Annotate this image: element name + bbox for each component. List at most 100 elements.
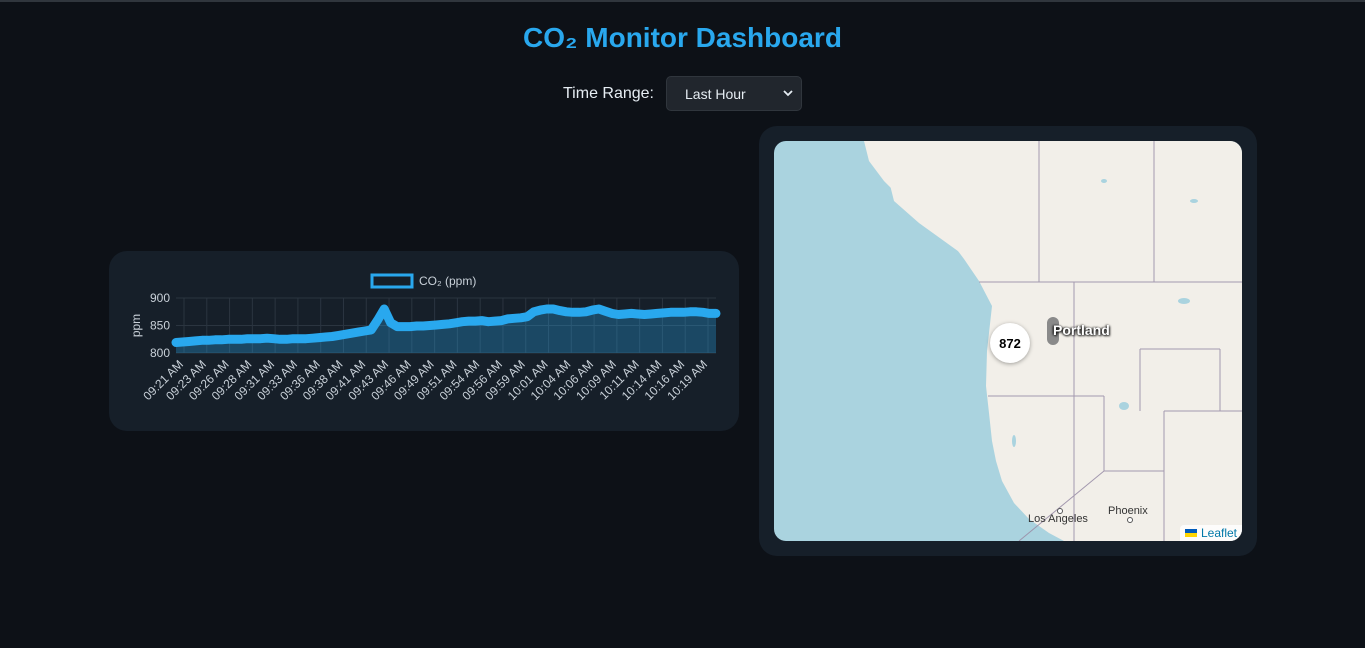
co2-data-point xyxy=(693,308,700,315)
co2-data-point xyxy=(296,335,303,342)
co2-data-point xyxy=(459,318,466,325)
marker-city-label: Portland xyxy=(1053,322,1110,338)
co2-data-point xyxy=(602,308,609,315)
co2-data-point xyxy=(446,320,453,327)
co2-data-point xyxy=(667,309,674,316)
co2-data-point xyxy=(563,308,570,315)
co2-data-point xyxy=(186,338,193,345)
co2-data-point xyxy=(628,310,635,317)
co2-data-point xyxy=(420,323,427,330)
co2-data-point xyxy=(400,323,407,330)
co2-data-point xyxy=(303,335,310,342)
co2-data-point xyxy=(212,336,219,343)
map-view[interactable]: Los Angeles Phoenix 872 Portland Leaflet xyxy=(774,141,1242,541)
co2-data-point xyxy=(647,310,654,317)
co2-data-point xyxy=(589,307,596,314)
co2-data-point xyxy=(615,311,622,318)
y-axis-label: ppm xyxy=(129,314,143,337)
co2-data-point xyxy=(498,317,505,324)
co2-data-point xyxy=(491,318,498,325)
time-range-control: Time Range: Last Hour xyxy=(0,76,1365,111)
co2-data-point xyxy=(634,310,641,317)
co2-data-point xyxy=(407,323,414,330)
co2-data-point xyxy=(374,317,381,323)
co2-data-point xyxy=(348,330,355,337)
los-angeles-dot xyxy=(1057,508,1063,514)
co2-data-point xyxy=(329,333,336,340)
co2-data-point xyxy=(439,321,446,328)
co2-data-point xyxy=(608,310,615,317)
map-card: Los Angeles Phoenix 872 Portland Leaflet xyxy=(759,126,1257,556)
y-tick-label: 900 xyxy=(150,291,170,305)
chevron-down-icon xyxy=(783,90,793,97)
co2-data-point xyxy=(264,335,271,342)
location-pin-icon[interactable] xyxy=(1047,317,1059,345)
co2-data-point xyxy=(413,323,420,330)
time-range-select[interactable]: Last Hour xyxy=(666,76,802,111)
co2-data-point xyxy=(199,337,206,344)
time-range-selected-value: Last Hour xyxy=(685,85,746,102)
co2-data-point xyxy=(537,307,544,314)
legend-swatch xyxy=(370,273,414,289)
co2-data-point xyxy=(569,309,576,316)
co2-data-point xyxy=(543,306,550,312)
y-tick-label: 800 xyxy=(150,346,170,360)
map-city-phoenix: Phoenix xyxy=(1108,505,1148,517)
attribution-link[interactable]: Leaflet xyxy=(1200,526,1237,540)
co2-data-point xyxy=(205,337,212,344)
co2-data-point xyxy=(355,329,362,336)
co2-data-point xyxy=(485,318,492,325)
co2-data-point xyxy=(251,335,258,342)
co2-data-point xyxy=(179,339,186,345)
phoenix-dot xyxy=(1127,517,1133,523)
co2-data-point xyxy=(465,318,472,325)
co2-data-point xyxy=(472,318,479,325)
co2-data-point xyxy=(680,309,687,316)
co2-data-point xyxy=(322,334,329,341)
co2-data-point xyxy=(192,337,199,344)
co2-data-point xyxy=(173,339,179,346)
map-attribution[interactable]: Leaflet xyxy=(1179,525,1242,541)
co2-data-point xyxy=(342,331,349,338)
co2-data-point xyxy=(452,319,459,326)
co2-data-point xyxy=(595,306,602,312)
co2-data-point xyxy=(368,326,375,333)
co2-data-point xyxy=(524,313,531,320)
co2-data-point xyxy=(257,335,264,342)
co2-data-point xyxy=(654,310,661,317)
co2-data-point xyxy=(335,332,342,339)
co2-data-point xyxy=(550,306,557,312)
co2-data-point xyxy=(673,309,680,316)
map-city-los-angeles: Los Angeles xyxy=(1028,513,1088,525)
co2-data-point xyxy=(244,335,251,342)
co2-marker-badge[interactable]: 872 xyxy=(990,323,1030,363)
co2-data-point xyxy=(582,308,589,315)
co2-data-point xyxy=(504,315,511,322)
co2-data-point xyxy=(270,335,277,342)
co2-data-point xyxy=(517,314,524,321)
co2-data-point xyxy=(381,306,388,312)
co2-data-point xyxy=(478,317,485,324)
y-tick-label: 850 xyxy=(150,319,170,333)
co2-data-point xyxy=(290,335,297,342)
co2-data-point xyxy=(426,322,433,329)
co2-data-point xyxy=(316,334,323,341)
co2-data-point xyxy=(556,307,563,314)
co2-chart-card: 800 850 900 09:21 AM 09:23 AM 09:26 AM 09:28 A… xyxy=(109,251,739,431)
co2-data-point xyxy=(706,310,713,317)
co2-data-point xyxy=(576,309,583,316)
co2-data-point xyxy=(686,308,693,315)
co2-data-point xyxy=(530,308,537,315)
co2-data-point xyxy=(621,310,628,317)
co2-data-point xyxy=(511,315,518,322)
ukraine-flag-icon xyxy=(1184,529,1197,537)
co2-data-point xyxy=(699,309,706,316)
legend-label: CO₂ (ppm) xyxy=(419,274,476,288)
co2-data-point xyxy=(660,309,667,316)
co2-data-point xyxy=(641,311,648,318)
page-title: CO₂ Monitor Dashboard xyxy=(523,22,842,53)
co2-data-point xyxy=(387,319,394,326)
co2-data-point xyxy=(309,335,316,342)
co2-data-point xyxy=(231,336,238,343)
